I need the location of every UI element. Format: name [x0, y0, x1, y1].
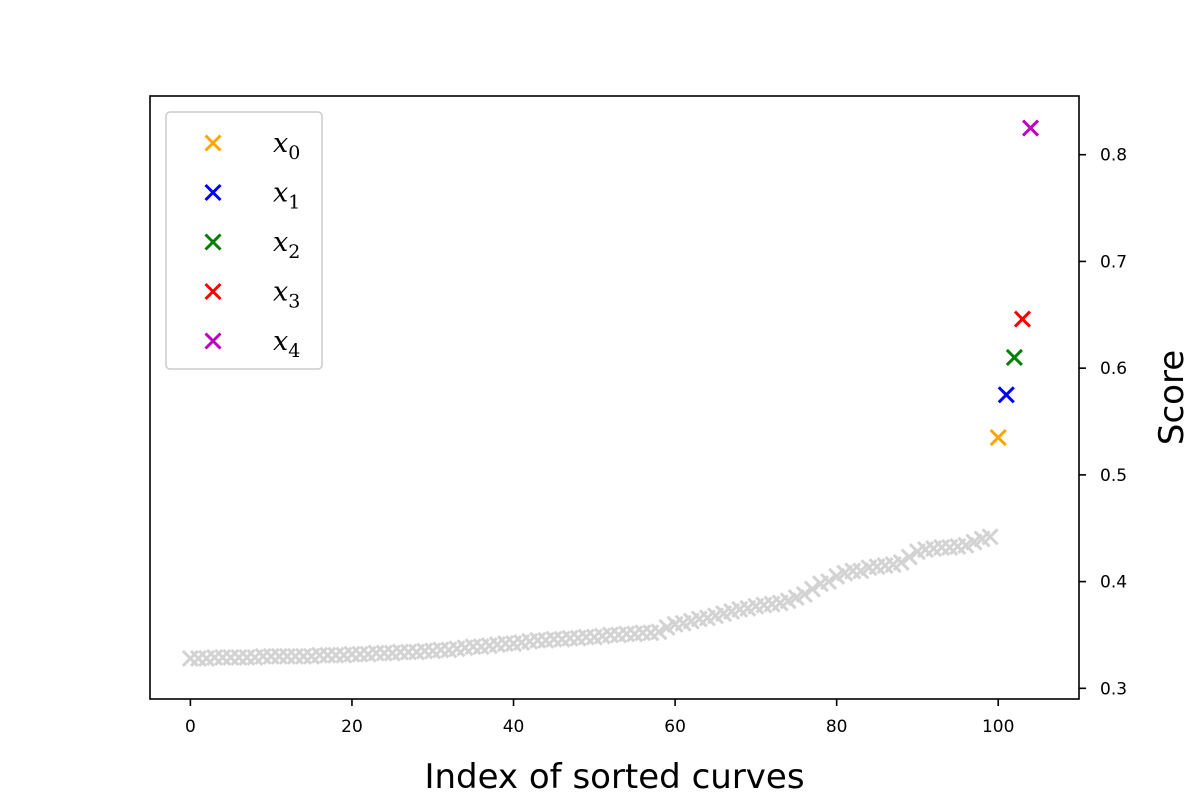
background-point — [650, 623, 668, 641]
legend-entry-x3: x3 — [204, 277, 300, 313]
legend-marker-x3-stroke-b — [204, 282, 222, 301]
background-point — [892, 553, 910, 571]
highlighted-points — [989, 119, 1040, 447]
x-tick-label: 40 — [503, 717, 525, 737]
point-x2 — [1005, 348, 1023, 367]
point-x3-stroke-b — [1013, 310, 1032, 328]
x-axis-ticks: 0 20 40 60 80 100 — [185, 699, 1014, 737]
legend-marker-x0-stroke-b — [204, 134, 222, 152]
x-axis-title: Index of sorted curves — [424, 757, 804, 797]
x-tick-label: 80 — [826, 717, 848, 737]
background-point — [820, 573, 838, 591]
legend-marker-x1 — [204, 183, 222, 202]
point-x0 — [989, 428, 1007, 447]
y-tick-label: 0.4 — [1100, 573, 1127, 593]
background-point-stroke-b — [892, 553, 910, 571]
legend-marker-x3 — [204, 282, 222, 301]
x-tick-label: 60 — [664, 717, 686, 737]
background-point-stroke-b — [820, 573, 838, 591]
legend-entry-x2: x2 — [204, 227, 300, 263]
legend-box — [165, 111, 323, 370]
y-tick-label: 0.7 — [1100, 252, 1127, 272]
x-tick-label: 0 — [185, 717, 196, 737]
y-axis-title: Score — [1152, 350, 1192, 445]
background-point-stroke-b — [900, 548, 918, 566]
legend-marker-x2-stroke-b — [204, 233, 222, 251]
background-point — [981, 528, 999, 546]
point-x2-stroke-b — [1005, 348, 1023, 367]
x-tick-label: 20 — [341, 717, 363, 737]
background-point — [795, 585, 813, 603]
legend-marker-x4 — [204, 332, 222, 350]
legend-marker-x4-stroke-b — [204, 332, 222, 350]
y-tick-label: 0.8 — [1100, 146, 1127, 166]
point-x1 — [997, 386, 1015, 404]
point-x3 — [1013, 310, 1032, 328]
background-point — [803, 580, 821, 598]
legend-entry-x0: x0 — [204, 128, 300, 164]
point-x4-stroke-b — [1021, 119, 1040, 137]
x-tick-label: 100 — [982, 717, 1014, 737]
background-points — [181, 528, 999, 668]
point-x1-stroke-b — [997, 386, 1015, 404]
legend-label-x0: x0 — [273, 128, 300, 164]
y-tick-label: 0.3 — [1100, 679, 1127, 699]
point-x4 — [1021, 119, 1040, 137]
legend-marker-x1-stroke-b — [204, 183, 222, 202]
background-point-stroke-b — [795, 585, 813, 603]
y-tick-label: 0.6 — [1100, 359, 1127, 379]
background-point-stroke-b — [650, 623, 668, 641]
legend-label-x4: x4 — [273, 326, 300, 362]
legend-label-x3: x3 — [273, 277, 300, 313]
background-point — [900, 548, 918, 566]
background-point-stroke-b — [981, 528, 999, 546]
plot-frame — [149, 95, 1080, 700]
legend-entry-x4: x4 — [204, 326, 300, 362]
y-axis-ticks: 0.3 0.4 0.5 0.6 0.7 0.8 — [1079, 146, 1127, 699]
legend-marker-x0 — [204, 134, 222, 152]
legend-label-x1: x1 — [273, 178, 300, 214]
point-x0-stroke-b — [989, 428, 1007, 447]
background-point-stroke-b — [803, 580, 821, 598]
legend-entry-x1: x1 — [204, 178, 300, 214]
y-tick-label: 0.5 — [1100, 466, 1127, 486]
legend: x0 x1 x2 x3 x4 — [165, 111, 323, 370]
legend-label-x2: x2 — [273, 227, 300, 263]
legend-marker-x2 — [204, 233, 222, 251]
